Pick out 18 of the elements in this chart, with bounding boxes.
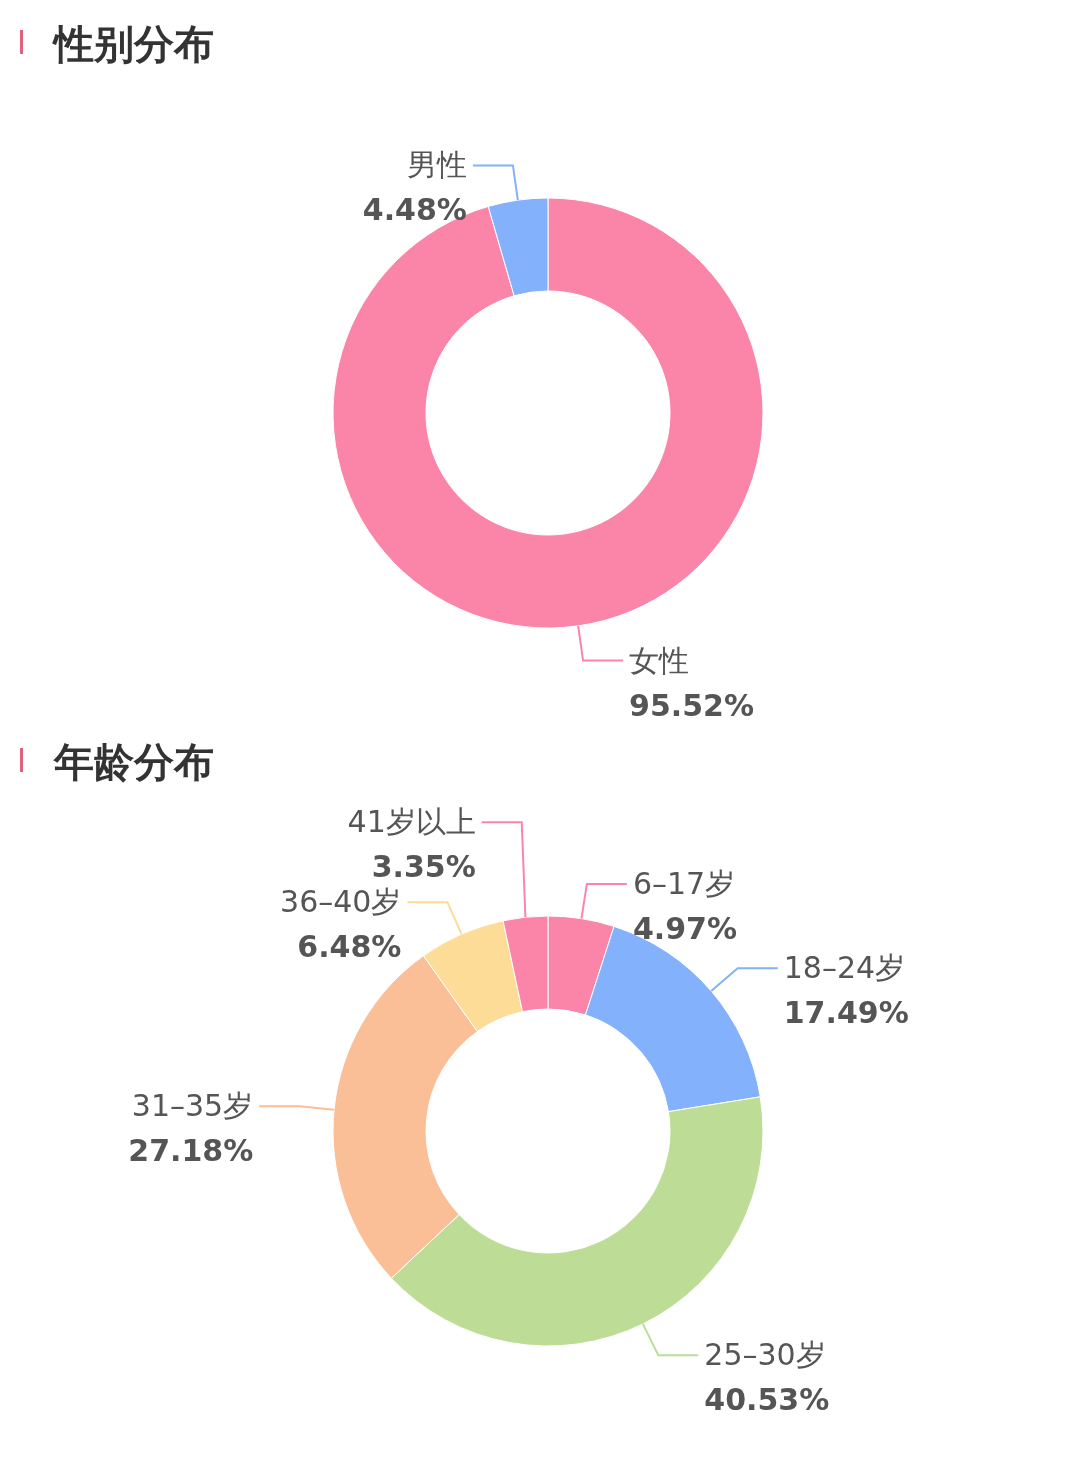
slice-label: 18–24岁 — [783, 950, 906, 986]
chart-title: 年龄分布 — [53, 739, 214, 785]
data-label: 95.52% — [629, 687, 755, 723]
slice-label: 女性 — [629, 642, 690, 678]
data-label: 17.49% — [783, 995, 909, 1031]
slice-label: 31–35岁 — [131, 1088, 254, 1124]
slice-label: 41岁以上 — [347, 804, 476, 840]
chart-title: 性别分布 — [52, 21, 214, 67]
data-label: 4.97% — [632, 911, 737, 947]
data-label: 27.18% — [128, 1133, 254, 1169]
data-label: 4.48% — [362, 192, 467, 228]
data-label: 3.35% — [371, 849, 476, 885]
data-label: 6.48% — [297, 929, 402, 965]
slice-label: 25–30岁 — [704, 1337, 826, 1373]
slice-label: 36–40岁 — [280, 884, 402, 920]
slice-label: 男性 — [406, 147, 467, 183]
data-label: 40.53% — [704, 1382, 830, 1418]
slice-label: 6–17岁 — [632, 866, 736, 902]
